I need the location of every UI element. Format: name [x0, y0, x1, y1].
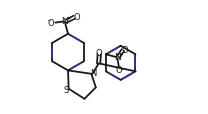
Text: N: N — [114, 53, 121, 62]
Text: -: - — [120, 64, 123, 73]
Text: O: O — [96, 48, 103, 57]
Text: O: O — [73, 13, 80, 22]
Text: -: - — [47, 16, 50, 25]
Text: N: N — [61, 17, 68, 26]
Text: O: O — [122, 46, 128, 55]
Text: N: N — [90, 69, 97, 78]
Text: O: O — [48, 18, 54, 27]
Text: S: S — [63, 86, 69, 94]
Text: +: + — [65, 16, 71, 22]
Text: +: + — [118, 52, 124, 58]
Text: O: O — [116, 65, 122, 74]
